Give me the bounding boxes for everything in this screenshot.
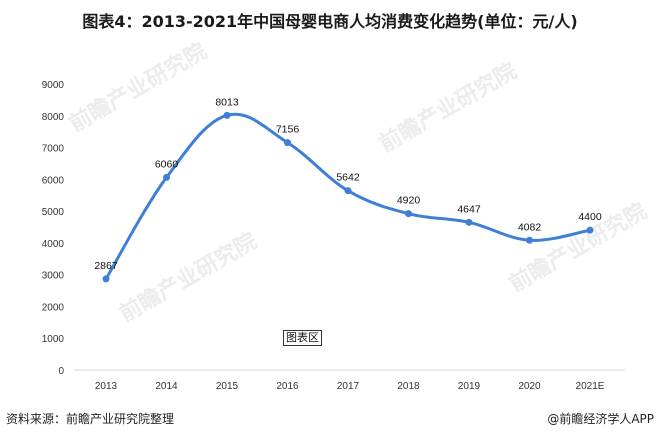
data-point (465, 218, 473, 226)
x-tick-label: 2019 (458, 381, 481, 392)
data-label: 5642 (336, 172, 360, 184)
x-axis: 2013 2014 2015 2016 2017 2018 2019 2020 2021E (95, 381, 605, 392)
chart-title: 图表4：2013-2021年中国母婴电商人均消费变化趋势(单位：元/人) (82, 12, 578, 31)
series-line (104, 112, 592, 281)
data-label: 4400 (578, 211, 602, 223)
data-point (163, 173, 170, 181)
x-tick-label: 2018 (397, 381, 420, 392)
y-tick-label: 1000 (42, 334, 65, 345)
x-tick-label: 2015 (216, 381, 239, 392)
x-tick-label: 2016 (276, 381, 299, 392)
y-tick-label: 7000 (42, 144, 65, 155)
data-point (284, 139, 291, 147)
data-point (405, 210, 412, 218)
data-point (223, 111, 231, 119)
data-point (344, 187, 352, 195)
y-tick-label: 3000 (42, 271, 65, 282)
data-point (526, 236, 533, 244)
data-points (102, 111, 594, 283)
x-tick-label: 2020 (518, 381, 541, 392)
data-point (586, 226, 594, 234)
y-tick-label: 0 (58, 366, 64, 377)
data-point (102, 275, 110, 283)
data-label: 4647 (457, 203, 481, 215)
y-tick-label: 8000 (42, 112, 65, 123)
x-tick-label: 2014 (155, 381, 178, 392)
data-label: 4082 (518, 221, 542, 233)
data-label: 8013 (215, 96, 239, 108)
credit-note: @前瞻经济学人APP (547, 412, 654, 426)
data-label: 2867 (94, 260, 118, 272)
x-tick-label: 2013 (95, 381, 118, 392)
plot-area-tag: 图表区 (283, 330, 322, 346)
y-axis: 0 1000 2000 3000 4000 5000 6000 7000 8000 9000 (42, 80, 65, 377)
y-tick-label: 9000 (42, 80, 65, 91)
data-labels: 2867 6060 8013 7156 5642 4920 4647 4082 4400 (94, 96, 602, 272)
x-tick-label: 2021E (576, 381, 605, 392)
y-tick-label: 2000 (42, 302, 65, 313)
data-label: 4920 (397, 195, 421, 207)
data-label: 6060 (155, 158, 179, 170)
y-tick-label: 4000 (42, 239, 65, 250)
y-tick-label: 6000 (42, 175, 65, 186)
source-note: 资料来源：前瞻产业研究院整理 (6, 412, 175, 426)
data-label: 7156 (276, 124, 300, 136)
y-tick-label: 5000 (42, 207, 65, 218)
x-tick-label: 2017 (337, 381, 360, 392)
